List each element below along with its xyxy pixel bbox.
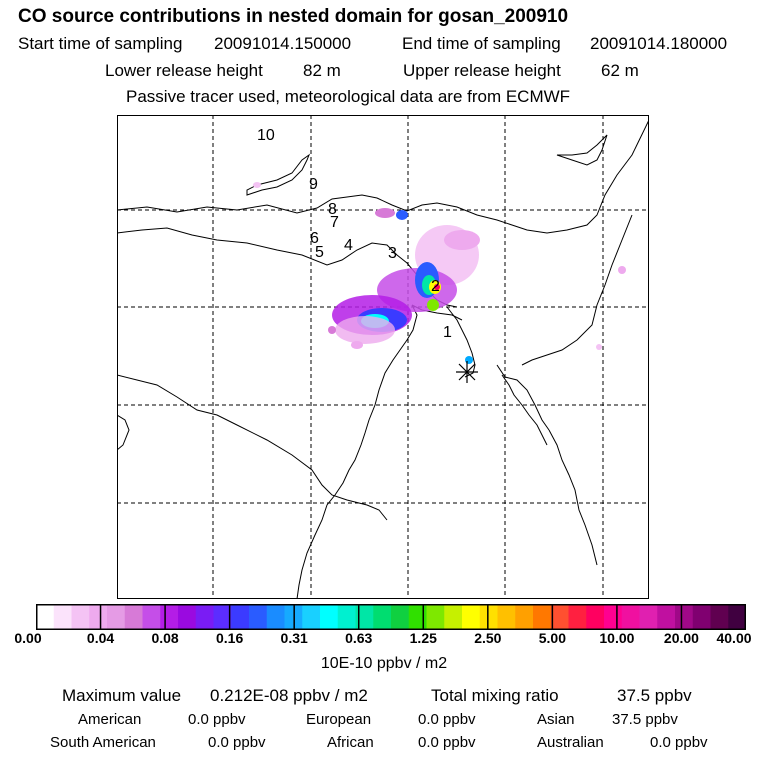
colorbar-tick-label: 0.63	[345, 630, 373, 646]
colorbar-swatch	[444, 604, 463, 630]
colorbar-swatch	[586, 604, 605, 630]
region-name: South American	[50, 734, 156, 751]
track-label-6: 6	[310, 230, 319, 247]
region-value: 37.5 ppbv	[612, 711, 678, 728]
region-value: 0.0 ppbv	[418, 711, 476, 728]
colorbar-swatch	[604, 604, 623, 630]
source-contribution-map: 1 2 3 4 5 6 7 8 9 10	[117, 115, 649, 599]
colorbar-tick-label: 0.31	[280, 630, 308, 646]
map-title: CO source contributions in nested domain…	[18, 6, 569, 27]
track-label-5: 5	[315, 244, 324, 261]
colorbar-swatch	[36, 604, 55, 630]
colorbar-swatch	[479, 604, 498, 630]
colorbar-swatch	[249, 604, 268, 630]
colorbar-swatch	[71, 604, 90, 630]
colorbar-tick-label: 1.25	[409, 630, 437, 646]
region-value: 0.0 ppbv	[208, 734, 266, 751]
colorbar-swatch	[178, 604, 197, 630]
track-label-2: 2	[431, 278, 440, 295]
colorbar-swatch	[533, 604, 552, 630]
colorbar-swatch	[89, 604, 108, 630]
colorbar-swatch	[213, 604, 232, 630]
total-mixing-label: Total mixing ratio	[431, 686, 559, 705]
colorbar-swatch	[337, 604, 356, 630]
total-mixing-value: 37.5 ppbv	[617, 686, 692, 705]
upper-release-value: 62 m	[601, 61, 639, 80]
colorbar-swatch	[231, 604, 250, 630]
colorbar-swatch	[462, 604, 481, 630]
colorbar-swatch	[728, 604, 746, 630]
region-name: Asian	[537, 711, 575, 728]
region-value: 0.0 ppbv	[650, 734, 708, 751]
track-label-8: 8	[328, 201, 337, 218]
colorbar-tick-label: 0.00	[14, 630, 42, 646]
max-value-label: Maximum value	[62, 686, 182, 705]
region-name: European	[306, 711, 372, 728]
colorbar-tick-label: 40.00	[716, 630, 752, 646]
colorbar-swatch	[124, 604, 143, 630]
colorbar-swatch	[675, 604, 694, 630]
colorbar-swatch	[53, 604, 72, 630]
track-label-4: 4	[344, 237, 353, 254]
colorbar-swatch	[621, 604, 640, 630]
end-time-label: End time of sampling	[402, 34, 561, 53]
colorbar-tick-label: 2.50	[474, 630, 502, 646]
colorbar-swatch	[320, 604, 339, 630]
max-value: 0.212E-08 ppbv / m2	[210, 686, 368, 705]
colorbar-tick-label: 0.04	[86, 630, 115, 646]
colorbar-swatch	[568, 604, 587, 630]
colorbar-swatch	[142, 604, 161, 630]
colorbar-tick-label: 0.16	[216, 630, 244, 646]
colorbar-swatch	[426, 604, 445, 630]
track-label-3: 3	[388, 245, 397, 262]
colorbar-frame	[36, 604, 746, 630]
colorbar-tick-label: 20.00	[663, 630, 699, 646]
colorbar-units: 10E-10 ppbv / m2	[320, 655, 448, 672]
colorbar-tick-label: 0.08	[151, 630, 179, 646]
colorbar-swatch	[107, 604, 126, 630]
upper-release-label: Upper release height	[403, 61, 561, 80]
region-name: African	[327, 734, 374, 751]
colorbar-swatch	[373, 604, 392, 630]
colorbar-swatch	[550, 604, 569, 630]
end-time-value: 20091014.180000	[590, 34, 728, 53]
lower-release-label: Lower release height	[105, 61, 263, 80]
colorbar-tick-label: 5.00	[538, 630, 566, 646]
track-label-10: 10	[257, 127, 275, 144]
map-frame	[117, 115, 649, 599]
colorbar-swatch	[408, 604, 427, 630]
colorbar-swatch	[160, 604, 179, 630]
colorbar-swatch	[391, 604, 410, 630]
colorbar-swatch	[355, 604, 374, 630]
colorbar-swatch	[639, 604, 658, 630]
region-value: 0.0 ppbv	[418, 734, 476, 751]
start-time-value: 20091014.150000	[214, 34, 352, 53]
region-value: 0.0 ppbv	[188, 711, 246, 728]
colorbar-swatch	[302, 604, 321, 630]
tracer-note: Passive tracer used, meteorological data…	[126, 87, 571, 106]
colorbar-swatch	[710, 604, 729, 630]
colorbar-swatch	[657, 604, 676, 630]
start-time-label: Start time of sampling	[18, 34, 183, 53]
colorbar-swatch	[692, 604, 711, 630]
contribution-field	[253, 182, 626, 364]
track-label-1: 1	[443, 324, 452, 341]
track-label-7: 7	[330, 214, 339, 231]
colorbar-tick-label: 10.00	[599, 630, 635, 646]
colorbar-swatch	[515, 604, 534, 630]
receptor-star-icon	[456, 361, 478, 383]
region-name: Australian	[537, 734, 604, 751]
colorbar-swatch	[195, 604, 214, 630]
colorbar-swatch	[497, 604, 516, 630]
lower-release-value: 82 m	[303, 61, 341, 80]
colorbar	[36, 604, 746, 630]
coastlines	[117, 119, 649, 599]
region-name: American	[78, 711, 142, 728]
track-label-9: 9	[309, 176, 318, 193]
colorbar-swatch	[266, 604, 285, 630]
